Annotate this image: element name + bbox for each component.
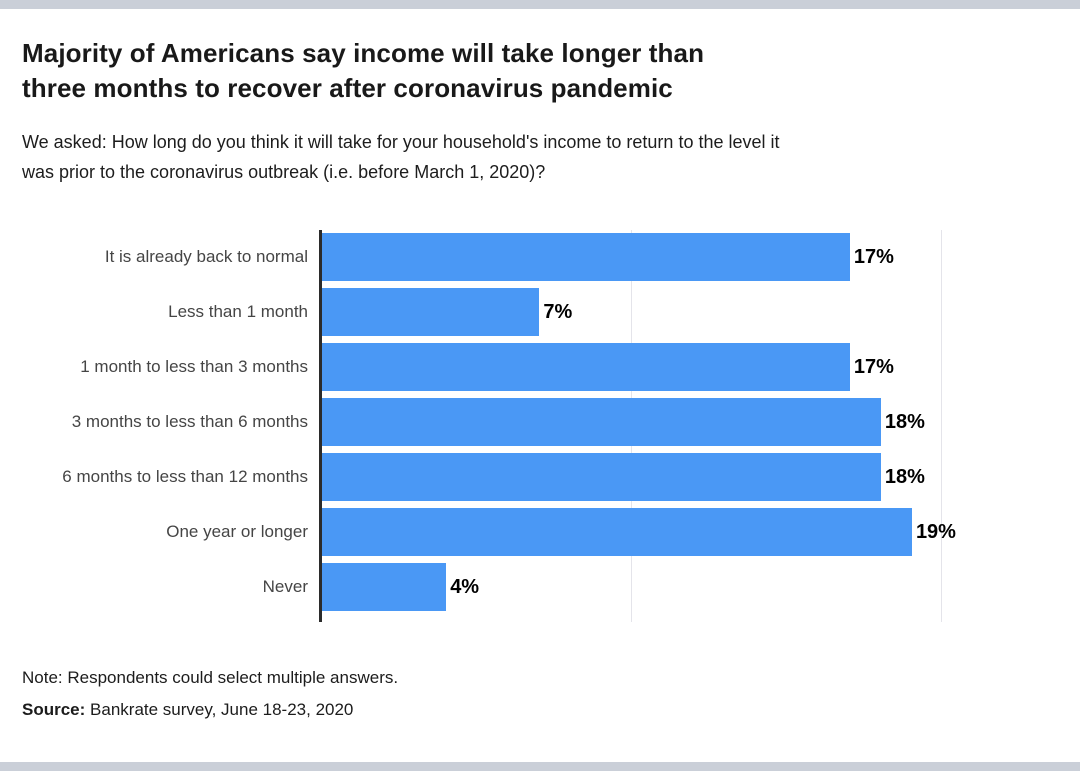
bottom-accent-strip [0, 762, 1080, 771]
bar-row: It is already back to normal 17% [22, 230, 1060, 285]
bar-row: One year or longer 19% [22, 505, 1060, 560]
chart-card: Majority of Americans say income will ta… [22, 9, 1060, 720]
bar [322, 288, 540, 337]
bar-row: Never 4% [22, 560, 1060, 615]
category-label: Never [262, 577, 308, 597]
bar-value-label: 19% [915, 520, 956, 543]
bar-row: 6 months to less than 12 months 18% [22, 450, 1060, 505]
bar-chart: It is already back to normal 17% Less than… [22, 229, 1060, 622]
bar-track: 18% [322, 453, 1060, 502]
bar-track: 17% [322, 343, 1060, 392]
bar-track: 4% [322, 563, 1060, 612]
chart-subtitle: We asked: How long do you think it will … [22, 132, 780, 182]
source-label: Source: [22, 699, 86, 719]
bar-value-label: 4% [450, 575, 480, 598]
bar-value-label: 17% [853, 245, 894, 268]
bar-row: Less than 1 month 7% [22, 285, 1060, 340]
bar [322, 343, 850, 392]
bar-value-label: 18% [884, 410, 925, 433]
chart-note: Note: Respondents could select multiple … [22, 667, 399, 687]
bar-value-label: 17% [853, 355, 894, 378]
category-label: 1 month to less than 3 months [80, 357, 308, 377]
category-label: 3 months to less than 6 months [71, 412, 308, 432]
category-label: 6 months to less than 12 months [62, 467, 308, 487]
bar [322, 398, 881, 447]
chart-title: Majority of Americans say income will ta… [22, 38, 705, 103]
source-text: Bankrate survey, June 18-23, 2020 [90, 699, 354, 719]
bar-track: 17% [322, 233, 1060, 282]
category-label: One year or longer [166, 522, 308, 542]
bar-value-label: 18% [884, 465, 925, 488]
bar-value-label: 7% [543, 300, 573, 323]
bar-rows: It is already back to normal 17% Less than… [22, 230, 1060, 615]
bar-track: 18% [322, 398, 1060, 447]
category-label: It is already back to normal [104, 247, 308, 267]
bar [322, 233, 850, 282]
bar [322, 563, 447, 612]
top-accent-strip [0, 0, 1080, 9]
bar-track: 19% [322, 508, 1060, 557]
bar-row: 3 months to less than 6 months 18% [22, 395, 1060, 450]
bar-track: 7% [322, 288, 1060, 337]
chart-source: Source: Bankrate survey, June 18-23, 202… [22, 700, 1060, 720]
y-axis-line [319, 229, 322, 622]
gridline-20-percent [941, 229, 942, 622]
bar-row: 1 month to less than 3 months 17% [22, 340, 1060, 395]
category-label: Less than 1 month [168, 302, 308, 322]
bar [322, 453, 881, 502]
bar [322, 508, 912, 557]
